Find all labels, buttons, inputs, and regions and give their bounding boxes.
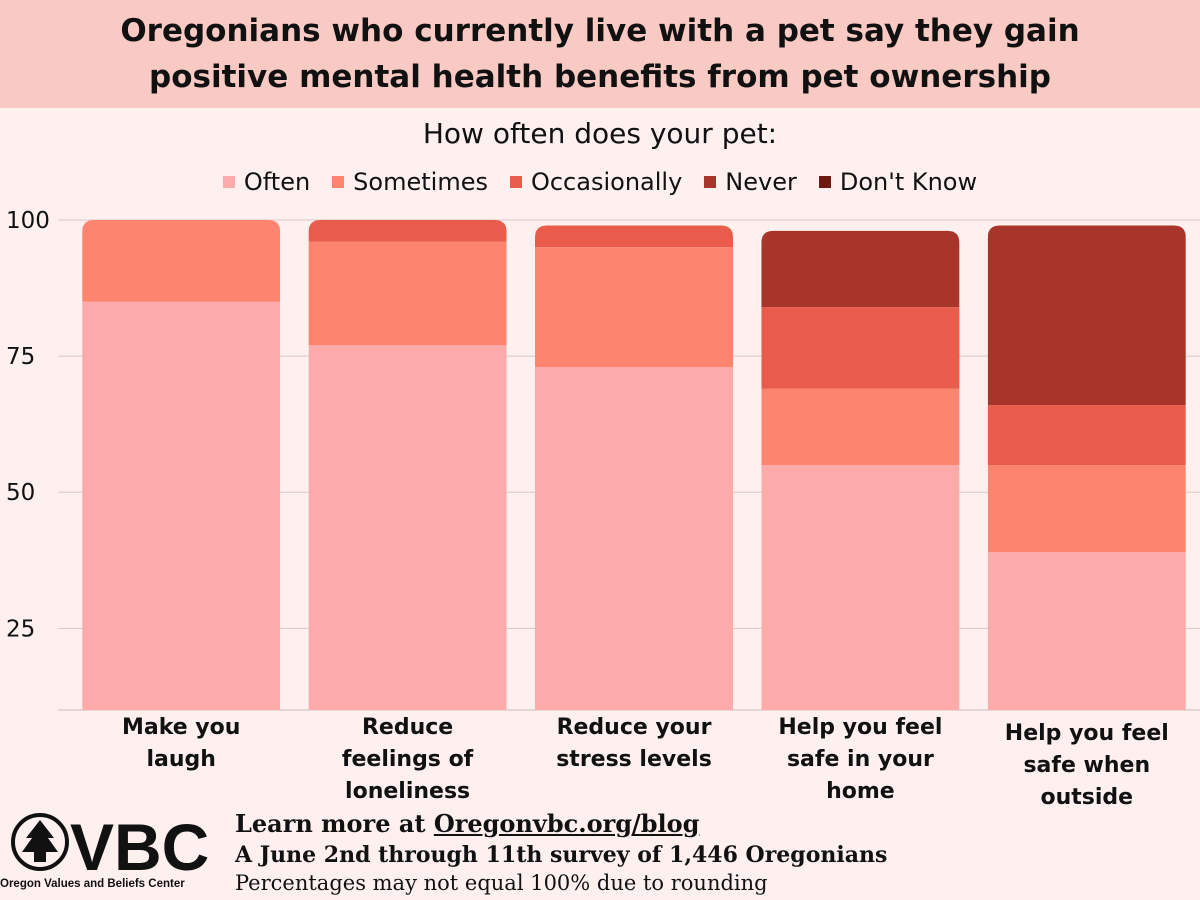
legend-label: Occasionally xyxy=(530,168,683,196)
legend-item: Sometimes xyxy=(332,164,488,200)
survey-note: A June 2nd through 11th survey of 1,446 … xyxy=(235,842,888,868)
bar-segment xyxy=(308,220,507,242)
chart-title-line-1: Oregonians who currently live with a pet… xyxy=(120,13,1080,49)
legend-label: Often xyxy=(243,168,311,196)
legend-swatch xyxy=(509,176,522,188)
x-tick-label: Reduce your xyxy=(557,715,712,740)
x-tick-label: Reduce xyxy=(362,715,453,740)
legend-swatch xyxy=(222,176,235,188)
y-tick-label: 75 xyxy=(6,344,35,370)
bar-segment xyxy=(987,552,1186,710)
logo-letters: VBC xyxy=(70,812,209,884)
x-tick-label: safe when xyxy=(1023,753,1150,778)
x-tick-label: feelings of xyxy=(342,747,474,772)
bar-segment xyxy=(761,465,960,710)
bar-segment xyxy=(535,367,733,710)
bar-segment xyxy=(82,200,280,204)
logo-caption: Oregon Values and Beliefs Center xyxy=(0,878,185,890)
legend-item: Never xyxy=(704,164,797,200)
bar-segment xyxy=(535,225,733,248)
legend-label: Never xyxy=(725,168,797,196)
title-banner: Oregonians who currently live with a pet… xyxy=(0,0,1200,108)
blog-link[interactable]: Oregonvbc.org/blog xyxy=(433,809,700,838)
learn-more-line: Learn more at Oregonvbc.org/blog xyxy=(235,808,887,840)
legend-item: Often xyxy=(222,164,311,200)
footer-notes: Learn more at Oregonvbc.org/blog A June … xyxy=(235,808,887,896)
x-tick-label: Help you feel xyxy=(778,715,942,740)
legend-swatch xyxy=(332,176,345,188)
bar-segment xyxy=(987,225,1186,406)
x-tick-label: Help you feel xyxy=(1005,721,1169,746)
legend: Often Sometimes Occasionally Never Don't Kno… xyxy=(0,164,1200,200)
bar-segment xyxy=(308,345,507,710)
x-tick-label: laugh xyxy=(146,747,215,772)
bar-segment xyxy=(761,230,960,308)
y-tick-label: 50 xyxy=(6,480,35,506)
legend-swatch xyxy=(818,176,831,188)
stacked-bar-chart: 100 75 50 25 Make you laugh Reduce feelings of l… xyxy=(6,200,1200,808)
footer: VBC Oregon Values and Beliefs Center Lea… xyxy=(0,808,1200,900)
chart-subtitle: How often does your pet: xyxy=(422,117,778,150)
bar-segment xyxy=(308,241,507,346)
x-tick-label: Make you xyxy=(122,715,240,740)
rounding-note: Percentages may not equal 100% due to ro… xyxy=(235,871,768,895)
bar-segment xyxy=(987,405,1186,465)
legend-label: Don't Know xyxy=(839,168,978,196)
bar-segment xyxy=(535,247,733,367)
x-tick-label: stress levels xyxy=(556,747,712,772)
legend-swatch xyxy=(704,176,717,188)
learn-more-prefix: Learn more at xyxy=(235,809,434,838)
x-tick-label: outside xyxy=(1040,785,1133,808)
bar-segment xyxy=(82,220,281,302)
bar-segment xyxy=(761,307,960,389)
bar-segment xyxy=(761,388,960,465)
bar-segment xyxy=(309,200,507,204)
x-tick-label: loneliness xyxy=(345,779,470,804)
y-tick-label: 100 xyxy=(6,208,50,234)
vbc-logo: VBC xyxy=(11,812,209,884)
legend-item: Occasionally xyxy=(509,164,683,200)
bar-segment xyxy=(987,465,1186,553)
x-tick-label: safe in your xyxy=(787,747,934,772)
legend-item: Don't Know xyxy=(818,164,978,200)
y-tick-label: 25 xyxy=(6,616,35,642)
legend-label: Sometimes xyxy=(353,168,488,196)
bar-segment xyxy=(82,301,281,710)
x-tick-label: home xyxy=(826,779,895,804)
chart-title-line-2: positive mental health benefits from pet… xyxy=(149,59,1051,95)
